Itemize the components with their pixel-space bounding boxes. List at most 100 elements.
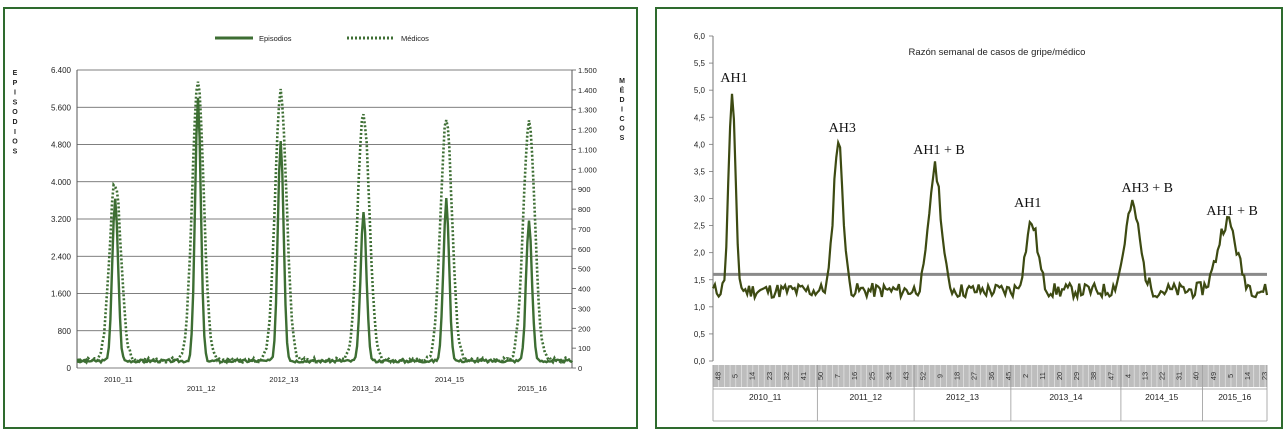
y-tick-label: 1,0 — [694, 303, 706, 312]
week-label: 13 — [1141, 372, 1150, 380]
season-label: 2015_16 — [1218, 392, 1251, 402]
y-right-tick-label: 500 — [578, 265, 591, 274]
y-right-axis-label-letter: D — [619, 97, 624, 104]
y-left-axis-label-letter: O — [12, 109, 18, 116]
chart-title: Razón semanal de casos de gripe/médico — [909, 47, 1086, 58]
episodes-doctors-chart-panel: 6.400 5.600 4.800 4.000 3.200 2.400 1.600 800 0 1… — [3, 7, 638, 429]
y-left-axis-label-letter: S — [13, 99, 18, 106]
week-label: 14 — [1243, 372, 1252, 380]
episodes-doctors-chart: 6.400 5.600 4.800 4.000 3.200 2.400 1.600 800 0 1… — [5, 9, 640, 431]
y-tick-label: 4,5 — [694, 113, 706, 122]
y-left-axis-label-letter: S — [13, 148, 18, 155]
y-left-axis-label-letter: O — [12, 139, 18, 146]
y-right-tick-label: 1.100 — [578, 145, 597, 154]
x-season-label: 2011_12 — [187, 384, 216, 393]
week-label: 7 — [833, 374, 842, 378]
y-left-axis-label-letter: P — [13, 80, 18, 87]
week-label: 5 — [731, 374, 740, 378]
x-season-label: 2015_16 — [518, 384, 547, 393]
y-right-axis-label-letter: M — [619, 78, 625, 85]
y-left-tick-label: 1.600 — [51, 290, 72, 299]
y-tick-label: 2,0 — [694, 249, 706, 258]
week-label: 43 — [901, 372, 910, 380]
y-left-tick-label: 800 — [58, 327, 72, 336]
season-label: 2012_13 — [946, 392, 979, 402]
week-label: 23 — [1260, 372, 1269, 380]
week-label: 45 — [1004, 372, 1013, 380]
week-label: 18 — [953, 372, 962, 380]
week-label: 47 — [1106, 372, 1115, 380]
y-right-tick-label: 1.300 — [578, 106, 597, 115]
series-episodios-line — [77, 98, 572, 362]
season-label: 2014_15 — [1145, 392, 1178, 402]
week-label: 40 — [1192, 372, 1201, 380]
y-right-tick-label: 300 — [578, 304, 591, 313]
y-right-tick-label: 1.400 — [578, 86, 597, 95]
legend-episodios-label: Episodios — [259, 34, 292, 43]
y-right-axis-label-letter: C — [619, 116, 624, 123]
x-season-label: 2014_15 — [435, 375, 464, 384]
y-tick-label: 4,0 — [694, 140, 706, 149]
y-left-axis-label-letter: I — [14, 129, 16, 136]
week-label: 31 — [1175, 372, 1184, 380]
y-tick-label: 0,0 — [694, 357, 706, 366]
y-tick-label: 3,5 — [694, 167, 706, 176]
y-left-tick-label: 6.400 — [51, 66, 72, 75]
flu-ratio-chart: 6,0 5,5 5,0 4,5 4,0 3,5 3,0 2,5 2,0 1,5 1,0 0,5 0,0 R… — [657, 9, 1285, 431]
week-label: 38 — [1089, 372, 1098, 380]
y-tick-label: 5,5 — [694, 59, 706, 68]
y-tick-label: 1,5 — [694, 276, 706, 285]
y-tick-label: 3,0 — [694, 195, 706, 204]
y-right-tick-label: 1.000 — [578, 165, 597, 174]
week-label: 52 — [919, 372, 928, 380]
week-label: 32 — [782, 372, 791, 380]
y-right-tick-label: 400 — [578, 285, 591, 294]
week-label: 22 — [1158, 372, 1167, 380]
y-right-tick-label: 200 — [578, 324, 591, 333]
season-annotation: AH1 — [720, 71, 747, 86]
y-right-tick-label: 600 — [578, 245, 591, 254]
week-label: 20 — [1055, 372, 1064, 380]
y-left-tick-label: 4.800 — [51, 141, 72, 150]
y-right-tick-label: 1.500 — [578, 66, 597, 75]
week-label: 36 — [987, 372, 996, 380]
week-label: 4 — [1123, 374, 1132, 378]
y-left-tick-label: 4.000 — [51, 178, 72, 187]
week-label: 5 — [1226, 374, 1235, 378]
y-left-tick-label: 5.600 — [51, 103, 72, 112]
y-right-tick-label: 100 — [578, 344, 591, 353]
season-annotation: AH1 — [1014, 196, 1041, 211]
x-season-label: 2013_14 — [352, 384, 381, 393]
y-right-tick-label: 0 — [578, 364, 582, 373]
y-left-tick-label: 2.400 — [51, 252, 72, 261]
week-label: 41 — [799, 372, 808, 380]
x-season-label: 2010_11 — [104, 375, 133, 384]
y-right-tick-label: 800 — [578, 205, 591, 214]
season-annotation: AH3 + B — [1122, 181, 1173, 196]
week-label: 29 — [1072, 372, 1081, 380]
y-tick-label: 5,0 — [694, 86, 706, 95]
week-label: 14 — [748, 372, 757, 380]
season-label: 2013_14 — [1049, 392, 1082, 402]
y-left-axis-label-letter: D — [12, 119, 17, 126]
series-ratio-line — [713, 94, 1267, 298]
week-label: 25 — [867, 372, 876, 380]
y-tick-label: 2,5 — [694, 222, 706, 231]
y-right-axis-label-letter: I — [621, 107, 623, 114]
y-tick-label: 0,5 — [694, 330, 706, 339]
week-label: 49 — [1209, 372, 1218, 380]
y-right-axis-label-letter: O — [619, 126, 625, 133]
y-left-tick-label: 3.200 — [51, 215, 72, 224]
season-annotation: AH1 + B — [913, 143, 964, 158]
week-label: 27 — [970, 372, 979, 380]
legend-medicos-label: Médicos — [401, 34, 429, 43]
season-annotation: AH3 — [829, 121, 856, 136]
y-tick-label: 6,0 — [694, 32, 706, 41]
y-right-tick-label: 700 — [578, 225, 591, 234]
series-medicos-line — [77, 82, 572, 363]
week-label: 23 — [765, 372, 774, 380]
season-label: 2011_12 — [849, 392, 882, 402]
week-label: 11 — [1038, 372, 1047, 380]
season-label: 2010_11 — [749, 392, 782, 402]
y-left-axis-label-letter: E — [13, 70, 18, 77]
